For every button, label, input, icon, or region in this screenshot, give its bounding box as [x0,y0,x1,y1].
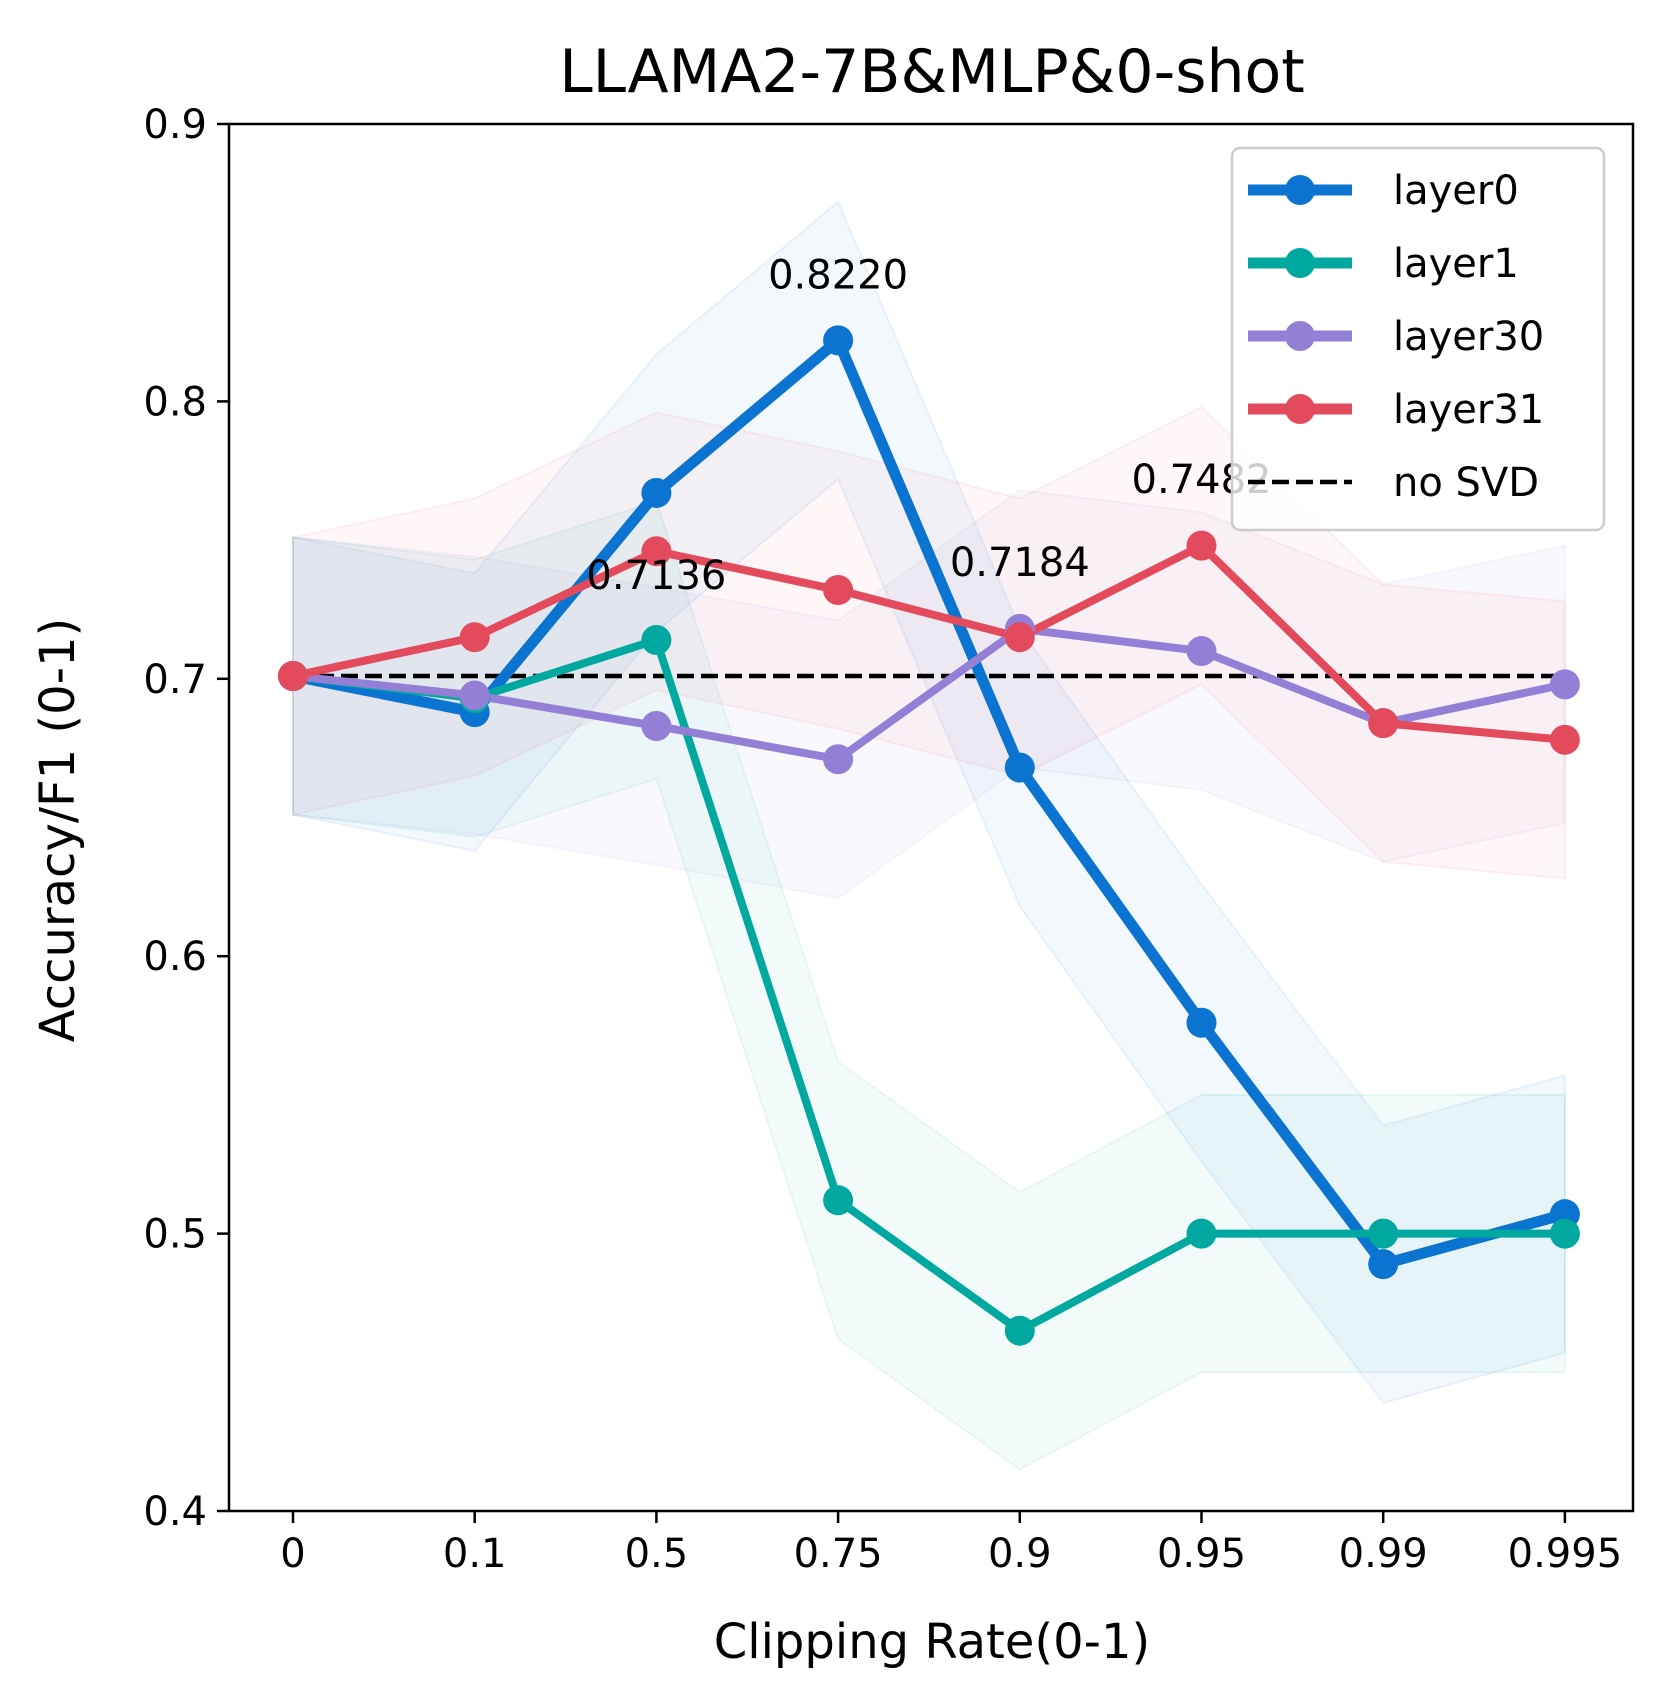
chart-title: LLAMA2-7B&MLP&0-shot [559,37,1305,107]
legend-label-layer1: layer1 [1393,241,1519,287]
point-layer1-3 [823,1185,854,1216]
x-tick-label: 0.995 [1508,1531,1623,1577]
point-layer31-1 [459,622,490,653]
x-tick-label: 0.99 [1339,1531,1428,1577]
plot-frame [227,122,1635,1513]
series-line-layer31 [289,541,1569,744]
point-layer0-4 [1004,752,1035,783]
point-layer31-3 [823,575,854,606]
point-layer31-7 [1549,724,1580,755]
point-layer31-0 [278,661,308,692]
y-tick-label: 0.9 [143,102,207,148]
x-axis: 0 0.1 0.5 0.75 0.9 0.95 0.99 0.995 [280,1511,1622,1577]
point-layer0-6 [1368,1249,1399,1280]
y-tick-label: 0.5 [143,1212,207,1258]
x-tick-label: 0.1 [443,1531,507,1577]
point-layer1-5 [1186,1218,1217,1249]
legend-marker-layer1 [1285,248,1315,278]
x-tick-label: 0.5 [625,1531,689,1577]
legend-marker-layer30 [1285,321,1315,351]
series-line-layer1 [289,635,1569,1335]
point-layer30-7 [1549,669,1580,700]
point-layer1-2 [641,624,672,655]
legend-label-layer0: layer0 [1393,168,1519,214]
point-layer1-4 [1004,1315,1035,1346]
annotation-layer30: 0.7184 [950,540,1090,586]
point-layer31-4 [1004,622,1035,653]
series-line-layer30 [289,624,1569,764]
annotation-layer1: 0.7136 [586,553,726,599]
y-tick-label: 0.6 [143,934,207,980]
legend-label-no-SVD: no SVD [1393,460,1539,506]
point-layer1-7 [1549,1218,1580,1249]
point-layer31-2 [641,536,672,567]
legend: layer0 layer1 layer30 layer31 no SVD [1230,146,1606,532]
series-line-layer0 [287,334,1571,1270]
legend-marker-layer0 [1285,175,1315,205]
legend-frame [1230,146,1606,532]
legend-marker-layer31 [1285,394,1315,424]
band-layer1 [292,500,1566,1471]
point-layer30-2 [641,710,672,741]
x-tick-label: 0.9 [988,1531,1052,1577]
annotation-layer0: 0.8220 [768,252,908,298]
legend-label-layer30: layer30 [1393,314,1544,360]
point-layer30-3 [823,744,854,775]
y-axis: 0.4 0.5 0.6 0.7 0.8 0.9 [143,102,229,1535]
point-layer30-1 [459,680,490,711]
x-axis-label: Clipping Rate(0-1) [714,1614,1151,1670]
y-axis-label: Accuracy/F1 (0-1) [30,618,86,1043]
y-tick-label: 0.7 [143,657,207,703]
point-layer31-5 [1186,530,1217,561]
legend-label-layer31: layer31 [1393,387,1544,433]
point-layer1-6 [1368,1218,1399,1249]
x-tick-label: 0.75 [794,1531,883,1577]
point-layer30-5 [1186,636,1217,667]
series-lines [287,334,1571,1335]
point-layer0-2 [641,477,672,508]
series-markers [278,325,1580,1346]
band-layer0 [292,200,1566,1404]
x-tick-label: 0.95 [1157,1531,1246,1577]
y-tick-label: 0.4 [143,1489,207,1535]
point-layer31-6 [1368,708,1399,739]
x-tick-label: 0 [280,1531,305,1577]
point-layer0-5 [1186,1007,1217,1038]
point-layer0-3 [823,325,854,356]
y-tick-label: 0.8 [143,379,207,425]
